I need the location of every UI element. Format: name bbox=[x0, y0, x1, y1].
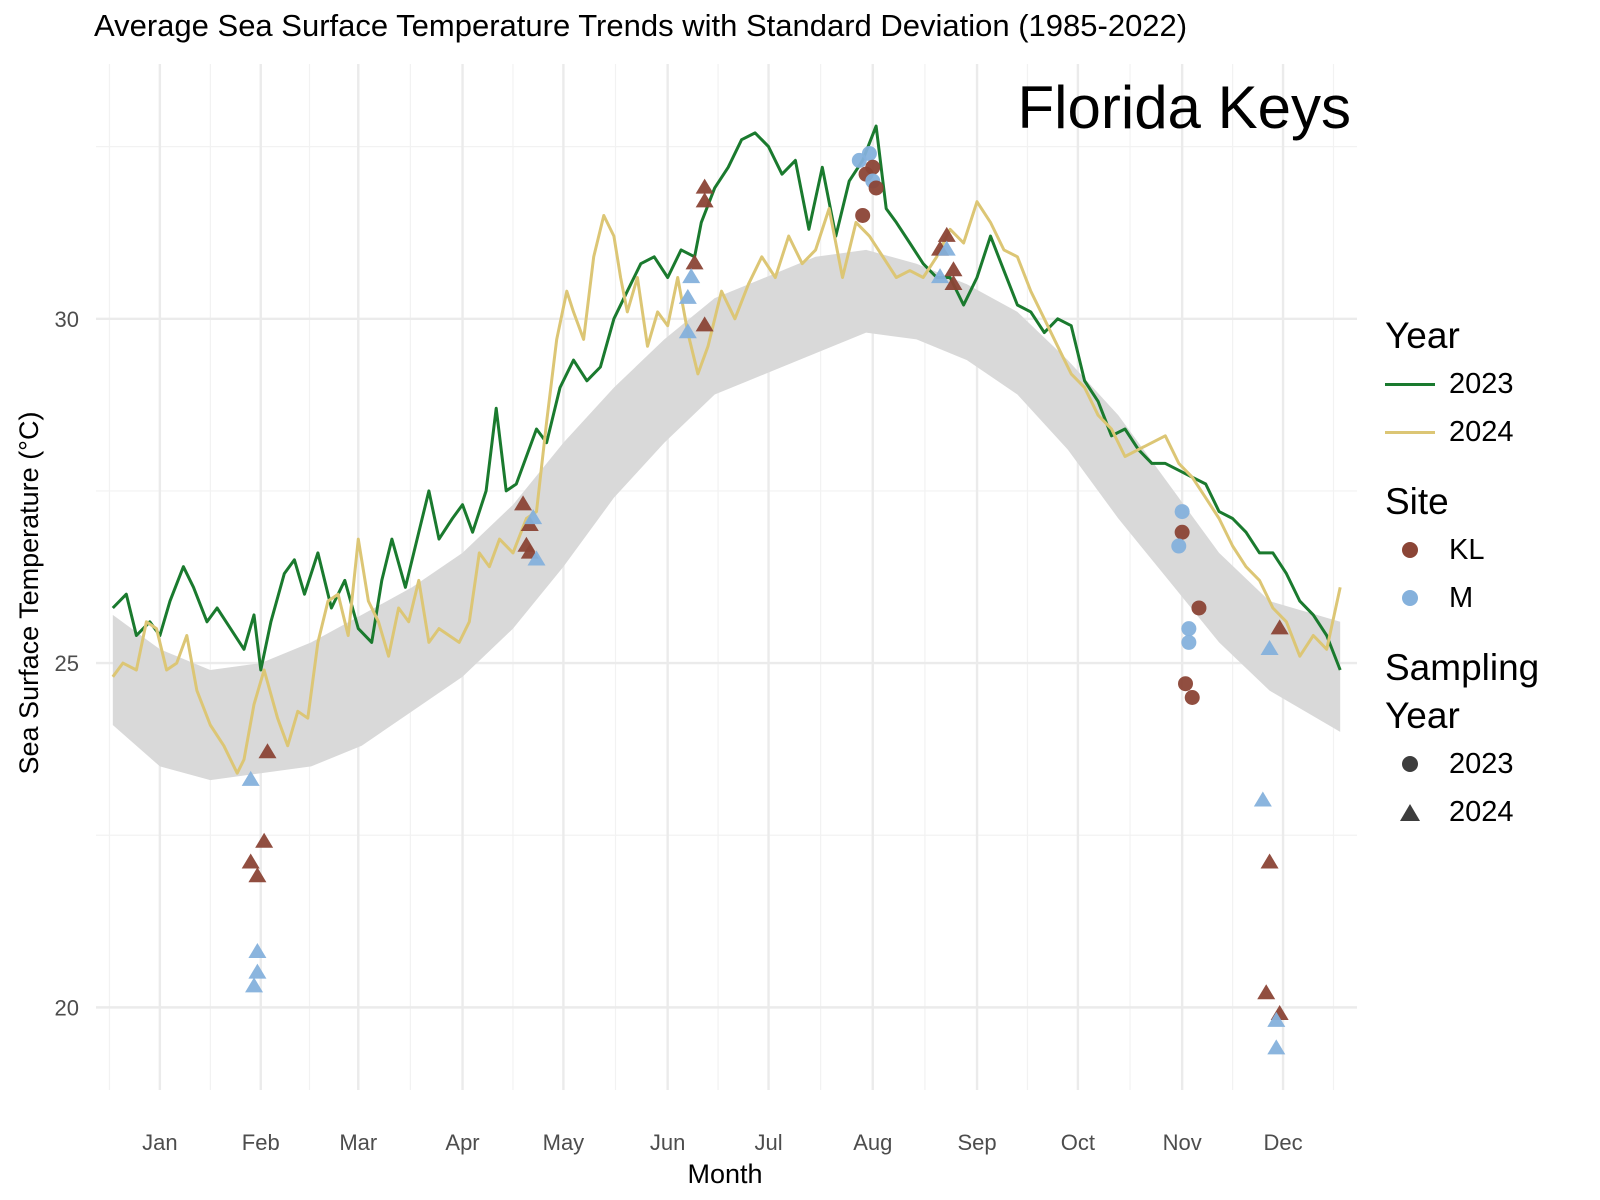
sample-point-m-2024 bbox=[1267, 1039, 1286, 1055]
sample-point-kl-2024 bbox=[944, 275, 963, 291]
legend-label: KL bbox=[1449, 533, 1485, 566]
legend-label: 2023 bbox=[1449, 747, 1514, 780]
sample-point-m-2024 bbox=[248, 942, 267, 958]
x-tick-label: Apr bbox=[445, 1130, 479, 1155]
sd-ribbon-layer bbox=[112, 249, 1341, 781]
series-line-2023 bbox=[111, 124, 1342, 672]
sample-point-kl-2024 bbox=[1270, 619, 1289, 635]
sd-ribbon bbox=[112, 249, 1341, 781]
y-tick-label: 30 bbox=[55, 307, 79, 332]
legend: Year 2023 2024 Site KL M Sampling Year 2… bbox=[1385, 300, 1595, 836]
m-dot-swatch bbox=[1385, 574, 1435, 622]
triangle-shape-swatch bbox=[1385, 788, 1435, 836]
sample-point-m-2024 bbox=[678, 323, 697, 339]
legend-label: 2023 bbox=[1449, 367, 1514, 400]
legend-label: M bbox=[1449, 581, 1474, 614]
legend-item-2024-line: 2024 bbox=[1385, 408, 1595, 456]
sample-point-kl-2023 bbox=[1174, 524, 1190, 540]
sample-point-kl-2024 bbox=[695, 316, 714, 332]
x-tick-label: Jan bbox=[142, 1130, 177, 1155]
region-label: Florida Keys bbox=[1018, 74, 1351, 141]
sample-point-kl-2024 bbox=[695, 178, 714, 194]
line-2023-swatch bbox=[1385, 360, 1435, 408]
sample-point-m-2024 bbox=[527, 550, 546, 566]
sample-point-m-2023 bbox=[1174, 504, 1190, 520]
sample-point-kl-2023 bbox=[855, 207, 871, 223]
x-tick-label: May bbox=[543, 1130, 585, 1155]
sample-point-kl-2023 bbox=[865, 159, 881, 175]
x-tick-label: Sep bbox=[957, 1130, 996, 1155]
legend-item-sampling-2023: 2023 bbox=[1385, 740, 1595, 788]
sample-point-m-2024 bbox=[245, 977, 264, 993]
sample-point-kl-2024 bbox=[241, 853, 260, 869]
sample-point-m-2023 bbox=[1181, 621, 1197, 637]
sample-point-m-2023 bbox=[1181, 634, 1197, 650]
x-axis-title: Month bbox=[687, 1159, 762, 1189]
x-tick-label: Mar bbox=[339, 1130, 377, 1155]
sample-point-kl-2024 bbox=[937, 226, 956, 242]
sample-point-kl-2024 bbox=[258, 743, 277, 759]
series-line-2024 bbox=[111, 200, 1342, 775]
x-tick-label: Jul bbox=[754, 1130, 782, 1155]
sample-point-kl-2024 bbox=[1257, 984, 1276, 1000]
sample-point-m-2024 bbox=[678, 288, 697, 304]
sample-point-m-2023 bbox=[861, 146, 877, 162]
sample-point-m-2024 bbox=[931, 268, 950, 284]
x-tick-label: Feb bbox=[242, 1130, 280, 1155]
kl-dot-swatch bbox=[1385, 526, 1435, 574]
legend-item-kl: KL bbox=[1385, 526, 1595, 574]
legend-label: 2024 bbox=[1449, 415, 1514, 448]
legend-label: 2024 bbox=[1449, 795, 1514, 828]
sample-point-kl-2024 bbox=[695, 192, 714, 208]
x-tick-label: Oct bbox=[1061, 1130, 1095, 1155]
gridlines bbox=[96, 64, 1357, 1090]
x-tick-label: Nov bbox=[1163, 1130, 1202, 1155]
sample-point-m-2024 bbox=[241, 770, 260, 786]
sample-point-m-2024 bbox=[1267, 1011, 1286, 1027]
sample-point-kl-2024 bbox=[248, 867, 267, 883]
chart-title: Average Sea Surface Temperature Trends w… bbox=[94, 8, 1188, 43]
sample-point-kl-2024 bbox=[514, 495, 533, 511]
y-tick-label: 25 bbox=[55, 651, 79, 676]
legend-sampling-title-1: Sampling bbox=[1385, 647, 1540, 688]
legend-item-2023-line: 2023 bbox=[1385, 360, 1595, 408]
sample-point-kl-2023 bbox=[1184, 690, 1200, 706]
sample-point-kl-2023 bbox=[1191, 600, 1207, 616]
sample-point-kl-2024 bbox=[1260, 853, 1279, 869]
x-tick-label: Dec bbox=[1263, 1130, 1302, 1155]
sample-point-m-2024 bbox=[682, 268, 701, 284]
sample-point-m-2024 bbox=[248, 963, 267, 979]
legend-sampling-title-2: Year bbox=[1385, 695, 1460, 736]
y-tick-label: 20 bbox=[55, 995, 79, 1020]
sample-point-kl-2024 bbox=[255, 832, 274, 848]
sample-point-kl-2024 bbox=[685, 254, 704, 270]
circle-shape-swatch bbox=[1385, 740, 1435, 788]
y-axis-title: Sea Surface Temperature (°C) bbox=[14, 412, 44, 775]
sample-point-kl-2023 bbox=[1178, 676, 1194, 692]
sample-point-m-2024 bbox=[937, 240, 956, 256]
legend-item-m: M bbox=[1385, 574, 1595, 622]
axis-labels: Jan Feb Mar Apr May Jun Jul Aug Sep Oct Nov Dec 20 25… bbox=[55, 307, 1303, 1155]
legend-site-title: Site bbox=[1385, 481, 1449, 522]
legend-year-title: Year bbox=[1385, 315, 1460, 356]
line-2024-swatch bbox=[1385, 408, 1435, 456]
x-tick-label: Aug bbox=[853, 1130, 892, 1155]
sample-point-m-2024 bbox=[524, 509, 543, 525]
sample-point-m-2024 bbox=[1253, 791, 1272, 807]
sample-point-m-2024 bbox=[1260, 640, 1279, 656]
sample-point-m-2023 bbox=[1171, 538, 1187, 554]
x-tick-label: Jun bbox=[650, 1130, 685, 1155]
sample-points-layer bbox=[241, 146, 1289, 1055]
sample-point-kl-2024 bbox=[944, 261, 963, 277]
sample-point-kl-2023 bbox=[868, 180, 884, 196]
legend-item-sampling-2024: 2024 bbox=[1385, 788, 1595, 836]
